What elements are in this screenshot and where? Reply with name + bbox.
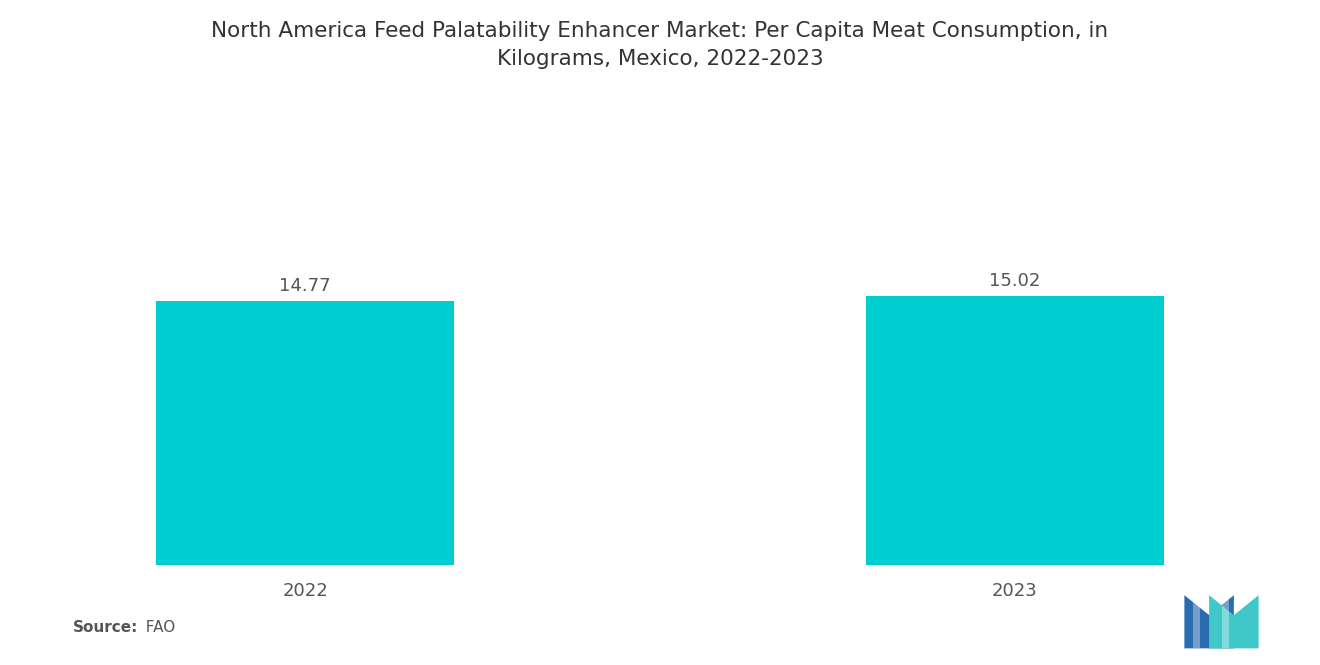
Bar (866, 297, 1164, 565)
Title: North America Feed Palatability Enhancer Market: Per Capita Meat Consumption, in: North America Feed Palatability Enhancer… (211, 21, 1109, 69)
Text: Source:: Source: (73, 620, 139, 635)
Polygon shape (1209, 595, 1258, 648)
Text: 15.02: 15.02 (989, 272, 1040, 290)
Text: 14.77: 14.77 (280, 277, 331, 295)
Text: FAO: FAO (136, 620, 176, 635)
Polygon shape (1193, 595, 1200, 648)
Bar (156, 301, 454, 565)
Polygon shape (1184, 595, 1234, 648)
Polygon shape (1222, 595, 1229, 648)
